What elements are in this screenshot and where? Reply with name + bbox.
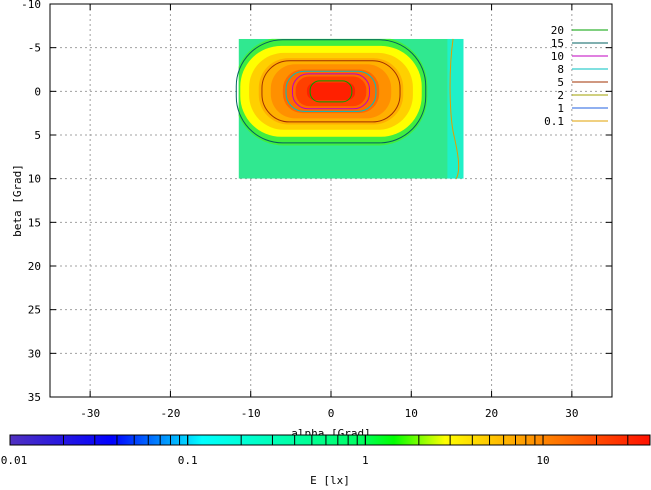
contour-line <box>291 73 371 110</box>
legend-label: 20 <box>551 24 564 37</box>
x-tick-label: 0 <box>328 407 335 420</box>
heatmap-band <box>306 82 356 101</box>
colorbar: 0.01 0.1 1 10 E [lx] <box>1 434 651 487</box>
y-tick-label: -5 <box>28 42 41 55</box>
y-tick-label: 10 <box>28 173 41 186</box>
colorbar-tick-label: 0.01 <box>1 454 28 467</box>
legend-label: 2 <box>557 89 564 102</box>
colorbar-label: E [lx] <box>310 474 350 486</box>
legend-label: 1 <box>557 102 564 115</box>
contour-lines <box>235 38 460 179</box>
contour-line <box>309 80 353 103</box>
contour-line <box>235 39 427 144</box>
colorbar-tick-label: 1 <box>362 454 369 467</box>
y-tick-label: 0 <box>34 85 41 98</box>
legend-label: 15 <box>551 37 564 50</box>
x-tick-label: 30 <box>565 407 578 420</box>
y-tick-label: 25 <box>28 304 41 317</box>
y-tick-label: 30 <box>28 347 41 360</box>
x-tick-label: -30 <box>80 407 100 420</box>
legend-label: 8 <box>557 63 564 76</box>
heatmap-edge-band <box>447 38 464 179</box>
legend-label: 5 <box>557 76 564 89</box>
legend-label: 10 <box>551 50 564 63</box>
colorbar-tick-label: 0.1 <box>178 454 198 467</box>
y-tick-label: 35 <box>28 391 41 404</box>
contour-line <box>449 38 460 179</box>
y-tick-label: 20 <box>28 260 41 273</box>
x-tick-label: -20 <box>160 407 180 420</box>
x-tick-label: -10 <box>241 407 261 420</box>
y-tick-label: 5 <box>34 129 41 142</box>
contour-line <box>285 70 377 112</box>
y-axis-label: beta [Grad] <box>11 164 24 237</box>
colorbar-tick-label: 10 <box>536 454 549 467</box>
y-tick-label: -10 <box>21 0 41 11</box>
y-tick-label: 15 <box>28 216 41 229</box>
x-tick-label: 10 <box>405 407 418 420</box>
heatmap-region <box>238 38 464 179</box>
colorbar-gradient <box>9 434 651 446</box>
legend-label: 0.1 <box>544 115 564 128</box>
x-tick-label: 20 <box>485 407 498 420</box>
contour-line <box>261 60 401 123</box>
